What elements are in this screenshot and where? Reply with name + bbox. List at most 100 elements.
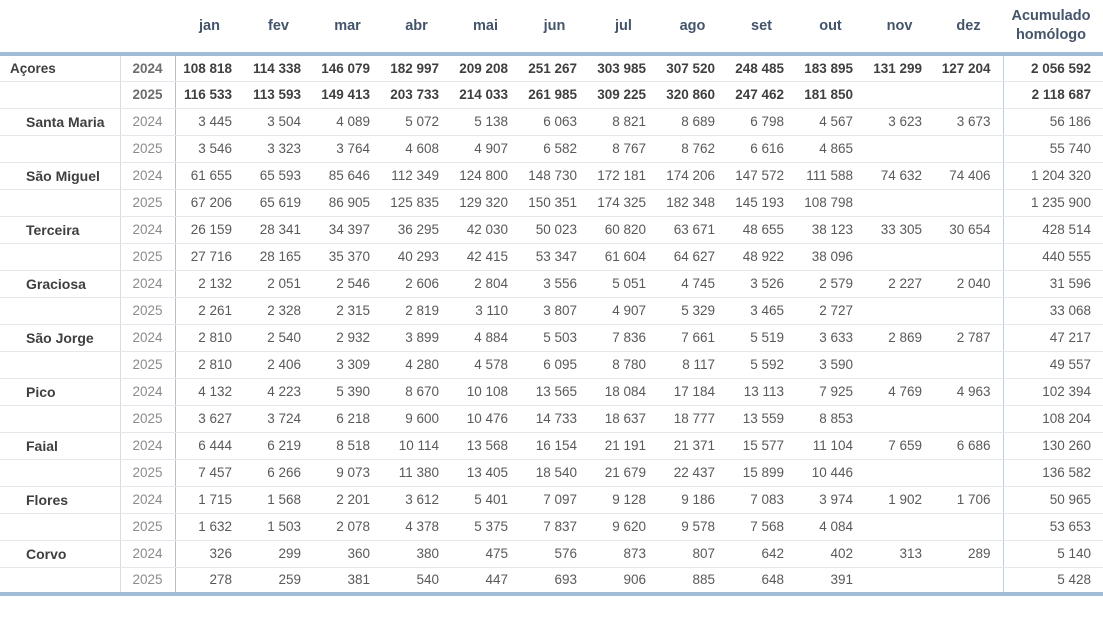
value-cell-jan: 2 810 [175,351,244,379]
value-cell-jan: 1 715 [175,486,244,514]
value-cell-abr: 4 280 [382,351,451,379]
value-cell-jul: 873 [589,540,658,568]
value-cell-set: 15 577 [727,432,796,460]
table-body: Açores 2024 108 818 114 338 146 079 182 997 20… [0,54,1103,596]
value-cell-set: 147 572 [727,162,796,190]
value-cell-mai: 447 [451,567,520,596]
value-cell-jul: 9 128 [589,486,658,514]
value-cell-fev: 28 341 [244,216,313,244]
year-label: 2024 [120,108,176,136]
value-cell-jul: 906 [589,567,658,596]
table-row-flores-2024: Flores 2024 1 715 1 568 2 201 3 612 5 401 7 097… [0,486,1103,514]
value-cell-jun: 53 347 [520,243,589,271]
value-cell-fev: 259 [244,567,313,596]
value-cell-dez: 3 673 [934,108,1003,136]
value-cell-nov: 2 869 [865,324,934,352]
region-label [0,297,121,325]
value-cell-mar: 2 932 [313,324,382,352]
value-cell-ago: 174 206 [658,162,727,190]
value-cell-dez: 2 787 [934,324,1003,352]
value-cell-set: 13 113 [727,378,796,406]
value-cell-fev: 3 504 [244,108,313,136]
value-cell-fev: 1 568 [244,486,313,514]
value-cell-mai: 2 804 [451,270,520,298]
value-cell-abr: 11 380 [382,459,451,487]
value-cell-ago: 64 627 [658,243,727,271]
value-cell-fev: 2 406 [244,351,313,379]
value-cell-nov [865,243,934,271]
value-cell-jul: 60 820 [589,216,658,244]
year-label: 2025 [120,189,176,217]
value-cell-mai: 10 476 [451,405,520,433]
acumulado-cell: 55 740 [1002,135,1103,163]
table-row-são-jorge-2024: São Jorge 2024 2 810 2 540 2 932 3 899 4 884 5 … [0,324,1103,352]
value-cell-mar: 2 201 [313,486,382,514]
value-cell-nov: 7 659 [865,432,934,460]
value-cell-mai: 3 110 [451,297,520,325]
value-cell-ago: 63 671 [658,216,727,244]
table-row-flores-2025: 2025 1 632 1 503 2 078 4 378 5 375 7 837 9 620 9… [0,513,1103,541]
value-cell-nov: 74 632 [865,162,934,190]
value-cell-dez: 2 040 [934,270,1003,298]
value-cell-jan: 61 655 [175,162,244,190]
value-cell-set: 5 519 [727,324,796,352]
value-cell-mai: 475 [451,540,520,568]
value-cell-out: 391 [796,567,865,596]
value-cell-jun: 50 023 [520,216,589,244]
value-cell-dez [934,81,1003,109]
month-column-header-jan: jan [175,0,244,56]
month-column-header-jul: jul [589,0,658,56]
table-row-graciosa-2025: 2025 2 261 2 328 2 315 2 819 3 110 3 807 4 907 5… [0,297,1103,325]
month-column-header-mar: mar [313,0,382,56]
value-cell-mai: 124 800 [451,162,520,190]
region-label: Flores [0,486,121,514]
value-cell-abr: 40 293 [382,243,451,271]
value-cell-mar: 146 079 [313,54,382,82]
acumulado-cell: 440 555 [1002,243,1103,271]
year-label: 2024 [120,54,176,82]
value-cell-jul: 174 325 [589,189,658,217]
value-cell-dez [934,459,1003,487]
value-cell-set: 6 798 [727,108,796,136]
table-row-pico-2025: 2025 3 627 3 724 6 218 9 600 10 476 14 733 18 6… [0,405,1103,433]
value-cell-dez [934,243,1003,271]
value-cell-abr: 182 997 [382,54,451,82]
year-column-header [120,0,175,56]
value-cell-nov: 313 [865,540,934,568]
table-row-açores-2024: Açores 2024 108 818 114 338 146 079 182 997 20… [0,54,1103,82]
region-label [0,567,121,596]
value-cell-abr: 2 606 [382,270,451,298]
value-cell-set: 13 559 [727,405,796,433]
value-cell-dez: 74 406 [934,162,1003,190]
year-label: 2024 [120,378,176,406]
value-cell-dez: 289 [934,540,1003,568]
value-cell-mai: 13 405 [451,459,520,487]
table-row-são-miguel-2025: 2025 67 206 65 619 86 905 125 835 129 320 150 … [0,189,1103,217]
value-cell-abr: 4 608 [382,135,451,163]
value-cell-jan: 3 445 [175,108,244,136]
year-label: 2024 [120,162,176,190]
region-column-header [0,0,120,56]
value-cell-dez: 30 654 [934,216,1003,244]
value-cell-out: 4 084 [796,513,865,541]
acumulado-cell: 130 260 [1002,432,1103,460]
value-cell-jul: 21 191 [589,432,658,460]
value-cell-jan: 108 818 [175,54,244,82]
value-cell-fev: 2 051 [244,270,313,298]
value-cell-abr: 3 612 [382,486,451,514]
value-cell-set: 648 [727,567,796,596]
month-column-header-out: out [796,0,865,56]
value-cell-out: 38 123 [796,216,865,244]
value-cell-fev: 4 223 [244,378,313,406]
value-cell-mai: 4 578 [451,351,520,379]
region-label: Graciosa [0,270,121,298]
value-cell-jul: 61 604 [589,243,658,271]
value-cell-mar: 86 905 [313,189,382,217]
value-cell-out: 38 096 [796,243,865,271]
value-cell-fev: 28 165 [244,243,313,271]
azores-monthly-table: jan fev mar abr mai jun jul ago set out nov dez Acum… [0,0,1103,596]
table-row-açores-2025: 2025 116 533 113 593 149 413 203 733 214 033 2… [0,81,1103,109]
value-cell-jun: 148 730 [520,162,589,190]
value-cell-mai: 214 033 [451,81,520,109]
acumulado-cell: 49 557 [1002,351,1103,379]
